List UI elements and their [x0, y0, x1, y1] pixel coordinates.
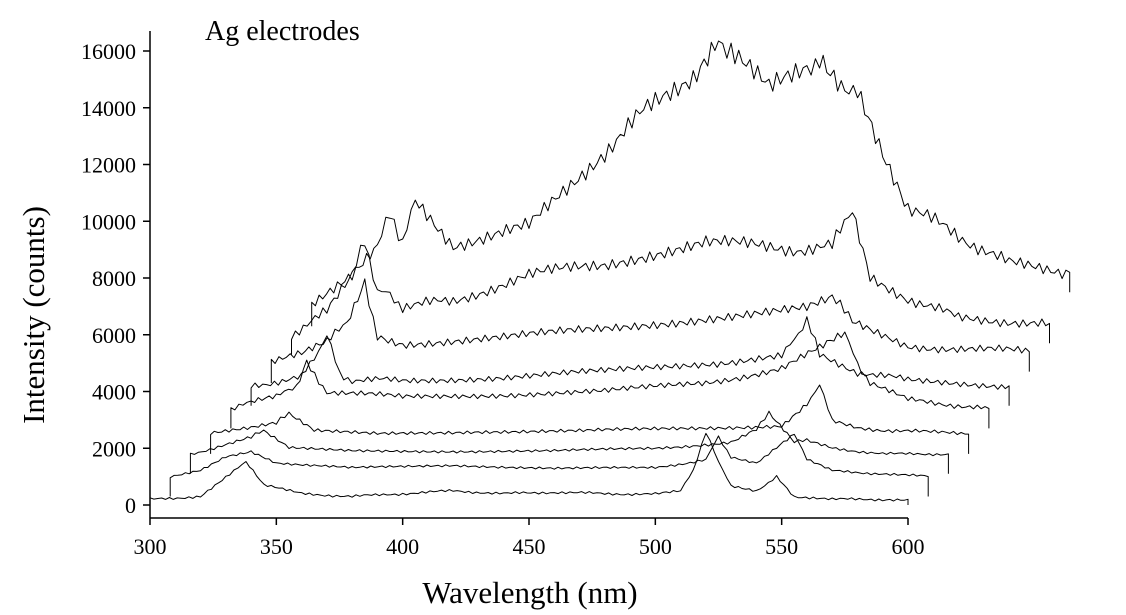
spectrum-line-7	[270, 278, 1030, 383]
plot-area: 300 350 400 450 500 550 600 0 2000 4000 6000 8000 1…	[81, 31, 1071, 559]
y-tick-label: 0	[125, 493, 136, 518]
spectrum-line-5	[230, 331, 990, 429]
y-tick-label: 10000	[81, 209, 136, 234]
y-tick-label: 16000	[81, 39, 136, 64]
x-tick-label: 300	[134, 534, 167, 559]
chart-annotation: Ag electrodes	[205, 16, 360, 47]
x-tick-label: 550	[765, 534, 798, 559]
y-tick-label: 6000	[92, 323, 136, 348]
x-tick-label: 400	[386, 534, 419, 559]
x-tick-label: 450	[513, 534, 546, 559]
y-ticks: 0 2000 4000 6000 8000 10000 12000 14000 16000	[81, 39, 150, 518]
y-tick-label: 12000	[81, 153, 136, 178]
y-tick-label: 14000	[81, 96, 136, 121]
x-tick-label: 500	[639, 534, 672, 559]
spectrum-line-4	[210, 384, 970, 454]
x-tick-label: 350	[260, 534, 293, 559]
spectrum-line-8	[291, 212, 1050, 355]
y-tick-label: 2000	[92, 436, 136, 461]
x-tick-label: 600	[892, 534, 925, 559]
spectrum-line-9	[311, 40, 1071, 327]
spectrum-line-6	[250, 316, 1010, 406]
y-axis-title: Intensity (counts)	[16, 206, 51, 424]
x-ticks: 300 350 400 450 500 550 600	[134, 518, 925, 559]
spectrum-line-1	[149, 432, 909, 505]
y-tick-label: 4000	[92, 380, 136, 405]
y-tick-label: 8000	[92, 266, 136, 291]
spectrum-line-2	[169, 433, 929, 497]
x-axis-title: Wavelength (nm)	[422, 575, 637, 610]
spectrum-line-3	[189, 410, 949, 474]
spectra-series	[149, 40, 1071, 505]
